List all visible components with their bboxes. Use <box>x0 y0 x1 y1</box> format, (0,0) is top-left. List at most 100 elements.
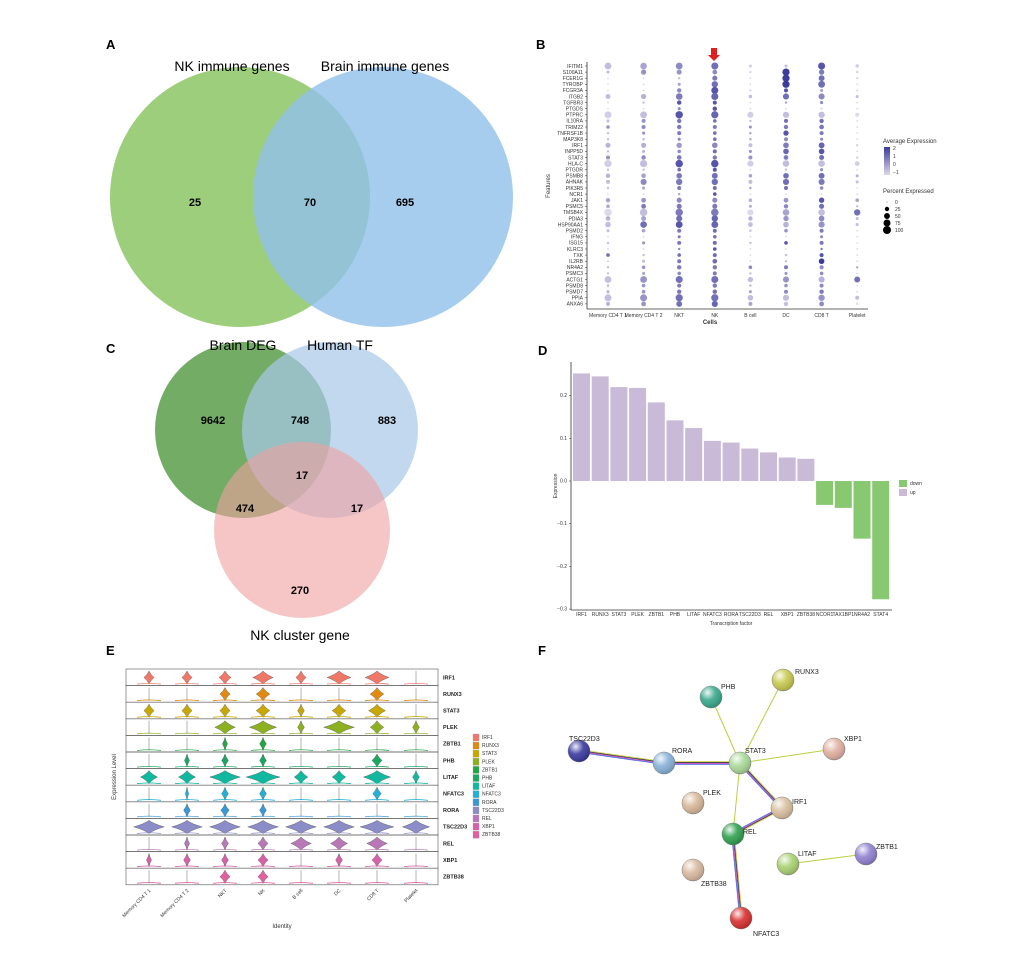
dot <box>856 119 859 122</box>
dot <box>818 160 825 167</box>
violin <box>143 703 155 718</box>
network-node-phb[interactable]: PHB <box>699 684 736 709</box>
dot <box>783 172 789 179</box>
dot <box>856 193 859 196</box>
dot <box>605 93 611 100</box>
dot <box>677 124 682 130</box>
x-tick-label: NCOR1 <box>816 612 834 618</box>
x-tick-label: NR4A2 <box>854 612 870 618</box>
dot <box>606 290 610 294</box>
dot <box>856 101 859 104</box>
network-edge <box>731 834 741 919</box>
network-edge <box>739 748 835 764</box>
dot <box>747 209 754 216</box>
dot <box>711 142 718 149</box>
dot <box>640 69 647 75</box>
feature-label: IFITM1 <box>567 64 583 70</box>
dot <box>749 168 752 171</box>
dot <box>607 83 609 86</box>
dot <box>676 142 682 148</box>
venn-count: 70 <box>304 197 316 209</box>
network-node-nfatc3[interactable]: NFATC3 <box>729 906 779 938</box>
violin-row-label: NFATC3 <box>443 792 464 798</box>
dot <box>855 70 859 74</box>
y-axis-title: Expression <box>553 473 559 498</box>
violin <box>170 820 204 834</box>
dot <box>819 253 824 258</box>
network-node-xbp1[interactable]: XBP1 <box>822 736 862 761</box>
legend-expression-tick: −1 <box>893 170 899 176</box>
violin-row-label: PHB <box>443 758 455 764</box>
dot <box>642 107 645 110</box>
dot <box>820 235 824 239</box>
dot <box>783 185 789 191</box>
feature-label: IL10RA <box>566 119 583 125</box>
network-node-litaf[interactable]: LITAF <box>776 851 817 876</box>
feature-label: PSMD2 <box>566 229 583 235</box>
dot <box>783 265 789 270</box>
network-edge <box>710 696 741 764</box>
y-tick-label: 0.0 <box>560 479 567 485</box>
dot <box>675 275 683 284</box>
dot <box>604 62 612 70</box>
dot <box>819 228 824 233</box>
legend-swatch <box>472 774 480 782</box>
dot <box>819 271 824 276</box>
feature-label: TNFRSF1B <box>557 131 584 137</box>
dot <box>712 258 718 264</box>
dot <box>818 276 825 283</box>
venn-count: 17 <box>351 503 363 515</box>
x-tick-label: STAT4 <box>873 612 888 618</box>
dot <box>747 160 754 167</box>
dot <box>712 149 717 154</box>
dot <box>749 101 752 104</box>
dot <box>783 148 789 155</box>
venn-circle-brain-immune <box>253 67 513 327</box>
legend-label: RUNX3 <box>482 743 499 749</box>
violin-row-label: IRF1 <box>443 675 455 681</box>
violin <box>322 720 356 735</box>
feature-label: AHNAK <box>566 180 584 186</box>
violin <box>248 720 278 735</box>
dot <box>676 155 682 160</box>
dot <box>748 94 753 99</box>
dot <box>606 150 610 153</box>
dot <box>747 294 754 301</box>
network-node-tsc22d3[interactable]: TSC22D3 <box>567 736 600 763</box>
dot <box>749 131 752 135</box>
network-node-zbtb1[interactable]: ZBTB1 <box>854 842 898 866</box>
network-node-rel[interactable]: REL <box>721 822 757 846</box>
legend-label: LITAF <box>482 784 495 790</box>
dot <box>749 119 752 123</box>
dot <box>819 240 824 245</box>
dot <box>606 70 610 74</box>
dot <box>747 111 754 118</box>
dot <box>856 229 859 232</box>
dot <box>677 192 681 196</box>
network-node-irf1[interactable]: IRF1 <box>770 796 807 820</box>
bar-tsc22d3 <box>741 448 759 481</box>
venn-circle-nk-cluster <box>214 442 390 618</box>
x-tick-label: DC <box>782 313 790 319</box>
network-node-rora[interactable]: RORA <box>652 748 693 775</box>
dot <box>747 276 754 283</box>
network-node-runx3[interactable]: RUNX3 <box>771 668 819 692</box>
bar-nfatc3 <box>703 440 721 481</box>
feature-label: TRIM22 <box>565 125 583 131</box>
violin <box>364 670 390 685</box>
network-node-stat3[interactable]: STAT3 <box>728 748 766 775</box>
violin <box>401 820 431 834</box>
feature-label: NR4A2 <box>567 265 583 271</box>
legend-size-dot <box>884 213 890 219</box>
feature-label: FCGR3A <box>563 88 584 94</box>
y-tick-label: −0.3 <box>557 607 567 613</box>
x-tick-label: RORA <box>724 612 739 618</box>
network-node-zbtb38[interactable]: ZBTB38 <box>681 858 727 888</box>
dot <box>677 107 681 111</box>
network-node-plek[interactable]: PLEK <box>681 790 721 815</box>
dot <box>784 283 788 288</box>
violin <box>184 836 190 851</box>
dot <box>712 203 718 209</box>
dot <box>749 107 752 110</box>
feature-label: PSMC5 <box>566 204 583 210</box>
